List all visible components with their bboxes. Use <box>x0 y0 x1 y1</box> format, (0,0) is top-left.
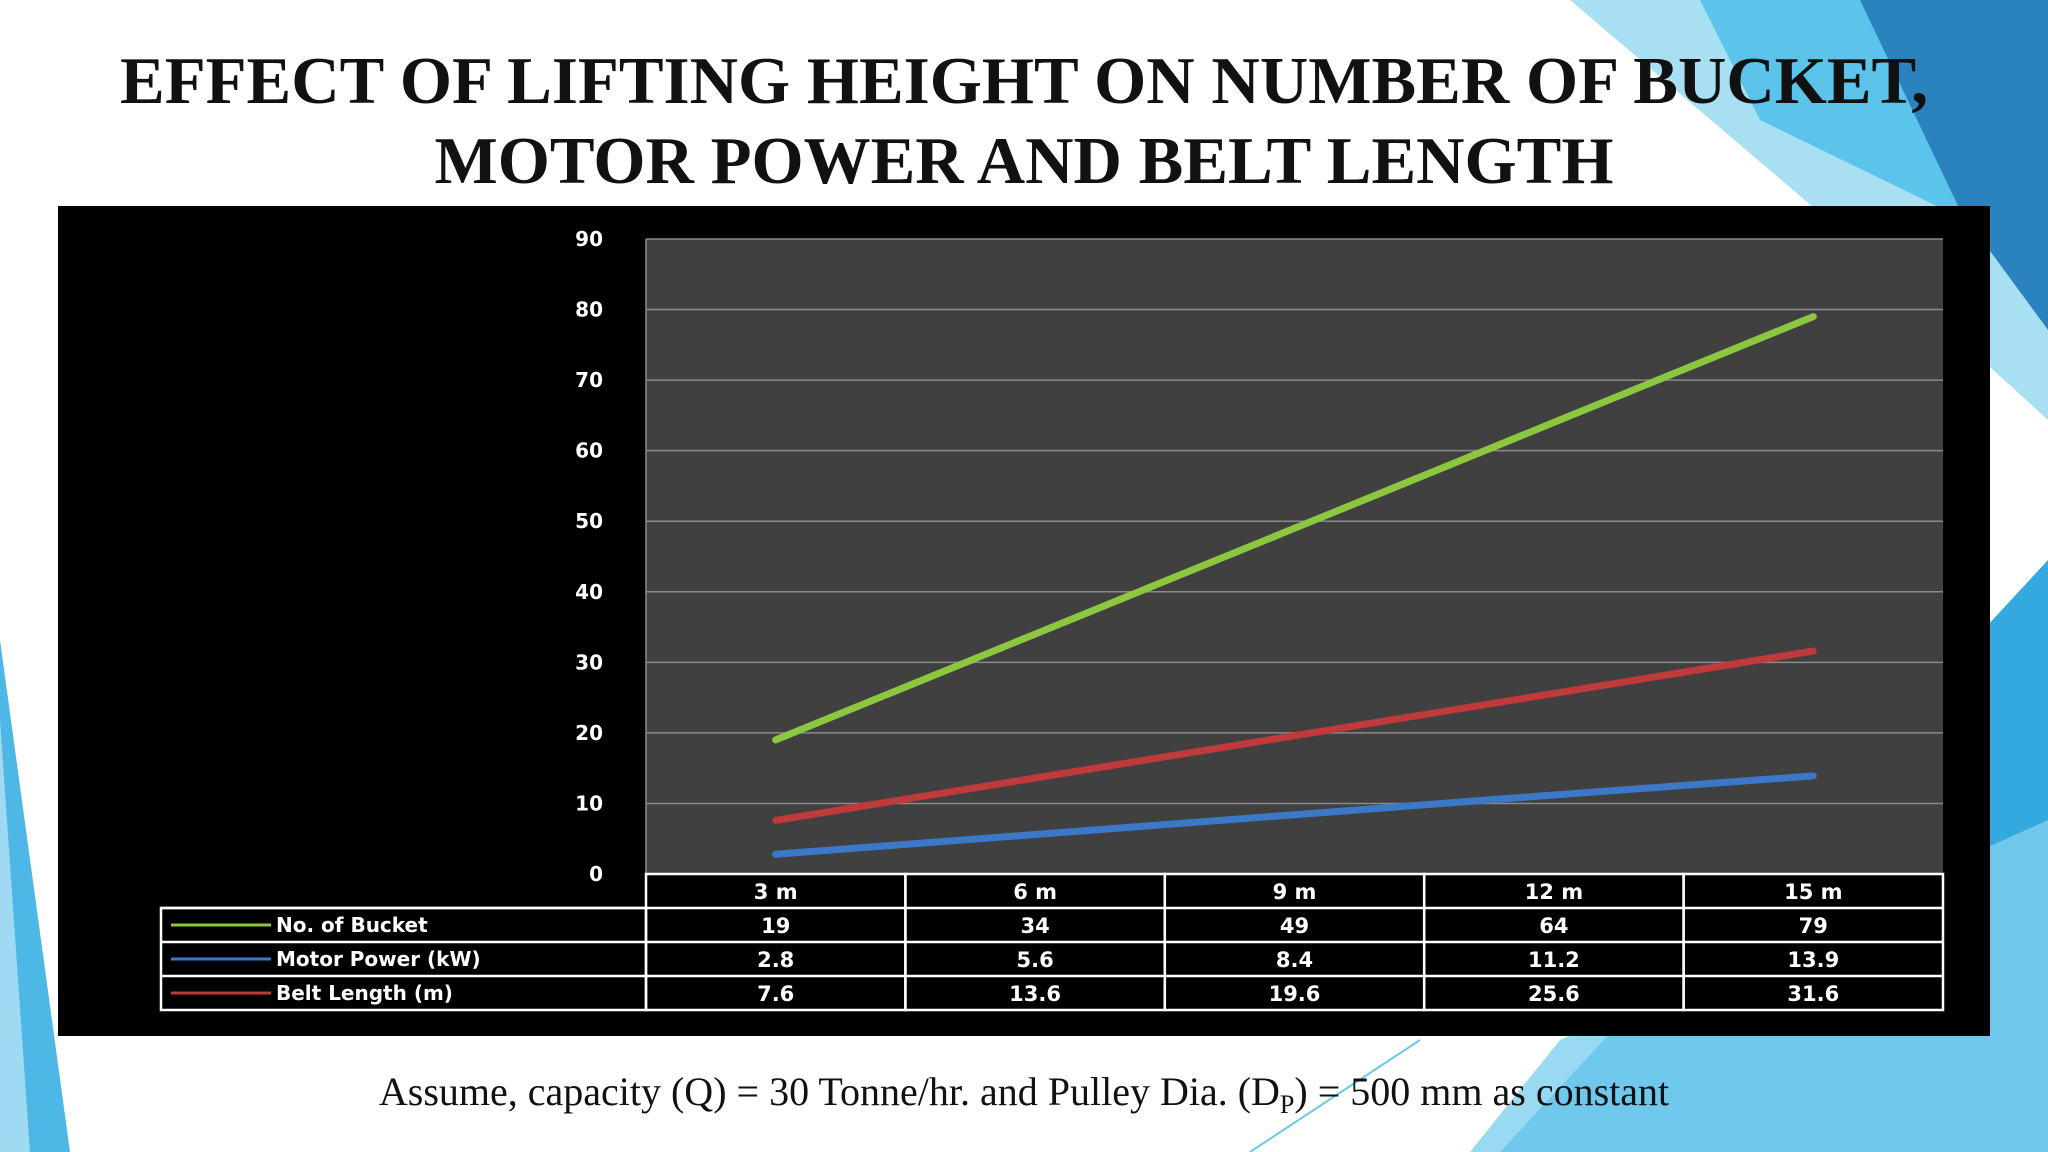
table-cell-value: 2.8 <box>757 948 794 972</box>
data-point <box>1550 791 1557 798</box>
x-category-label: 12 m <box>1525 880 1583 904</box>
data-point <box>1550 690 1557 697</box>
y-tick-label: 20 <box>575 721 603 745</box>
decor-shape-right-dark <box>1860 0 2048 330</box>
decor-line <box>1249 1039 1421 1152</box>
x-category-label: 6 m <box>1013 880 1057 904</box>
footnote-subscript: P <box>1279 1090 1295 1119</box>
legend-label: Motor Power (kW) <box>276 947 481 971</box>
data-point <box>1291 525 1298 532</box>
data-point <box>772 736 779 743</box>
footnote-text: Assume, capacity (Q) = 30 Tonne/hr. and … <box>378 1069 1280 1114</box>
data-point <box>772 851 779 858</box>
legend-label: No. of Bucket <box>276 913 428 937</box>
data-point <box>1810 648 1817 655</box>
table-cell-value: 8.4 <box>1276 948 1313 972</box>
data-point <box>1550 419 1557 426</box>
y-tick-label: 40 <box>575 580 603 604</box>
footnote-text-end: ) = 500 mm as constant <box>1294 1069 1670 1114</box>
data-point <box>1291 811 1298 818</box>
slide-title-line-1: EFFECT OF LIFTING HEIGHT ON NUMBER OF BU… <box>120 44 1928 118</box>
data-point <box>1810 772 1817 779</box>
table-cell-value: 5.6 <box>1016 948 1053 972</box>
plot-area <box>646 239 1943 874</box>
y-tick-label: 60 <box>575 439 603 463</box>
table-cell-value: 79 <box>1799 914 1828 938</box>
decor-shape-left-light <box>0 720 30 1152</box>
y-tick-label: 10 <box>575 791 603 815</box>
data-point <box>1810 313 1817 320</box>
table-cell-value: 11.2 <box>1528 948 1580 972</box>
slide-title-line-2: MOTOR POWER AND BELT LENGTH <box>434 124 1614 198</box>
table-cell-value: 64 <box>1539 914 1568 938</box>
table-cell-value: 49 <box>1280 914 1309 938</box>
chart-frame: 0 10 20 30 40 50 60 70 80 90 3 m 6 m 9 m 12 m 15 m No. … <box>58 206 1990 1036</box>
data-point <box>772 817 779 824</box>
table-cell-value: 13.6 <box>1009 982 1061 1006</box>
table-cell-value: 19 <box>761 914 790 938</box>
y-tick-label: 80 <box>575 298 603 322</box>
table-cell-value: 31.6 <box>1787 982 1839 1006</box>
table-cell-value: 25.6 <box>1528 982 1580 1006</box>
table-cell-value: 19.6 <box>1269 982 1321 1006</box>
data-point <box>1032 631 1039 638</box>
y-tick-label: 90 <box>575 227 603 251</box>
y-tick-label: 70 <box>575 368 603 392</box>
footnote: Assume, capacity (Q) = 30 Tonne/hr. and … <box>0 1068 2048 1120</box>
x-category-label: 15 m <box>1784 880 1842 904</box>
line-chart: 0 10 20 30 40 50 60 70 80 90 3 m 6 m 9 m 12 m 15 m No. … <box>159 227 1945 1012</box>
y-tick-label: 0 <box>589 862 603 886</box>
data-point <box>1291 732 1298 739</box>
data-point <box>1032 831 1039 838</box>
table-cell-value: 34 <box>1020 914 1049 938</box>
legend-label: Belt Length (m) <box>276 981 453 1005</box>
y-tick-label: 50 <box>575 509 603 533</box>
x-category-label: 9 m <box>1273 880 1317 904</box>
y-tick-label: 30 <box>575 650 603 674</box>
table-cell-value: 13.9 <box>1787 948 1839 972</box>
data-point <box>1032 775 1039 782</box>
x-category-label: 3 m <box>754 880 798 904</box>
table-cell-value: 7.6 <box>757 982 794 1006</box>
